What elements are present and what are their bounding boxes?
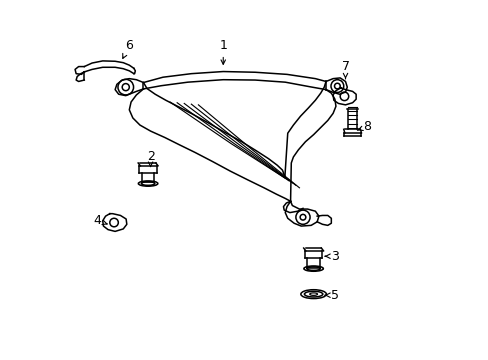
Text: 6: 6 xyxy=(122,39,133,58)
Text: 1: 1 xyxy=(219,39,227,64)
Text: 3: 3 xyxy=(325,250,338,263)
Text: 7: 7 xyxy=(341,60,349,78)
Text: 2: 2 xyxy=(146,150,154,167)
Text: 5: 5 xyxy=(325,289,338,302)
Text: 8: 8 xyxy=(357,120,370,133)
Text: 4: 4 xyxy=(93,214,107,227)
